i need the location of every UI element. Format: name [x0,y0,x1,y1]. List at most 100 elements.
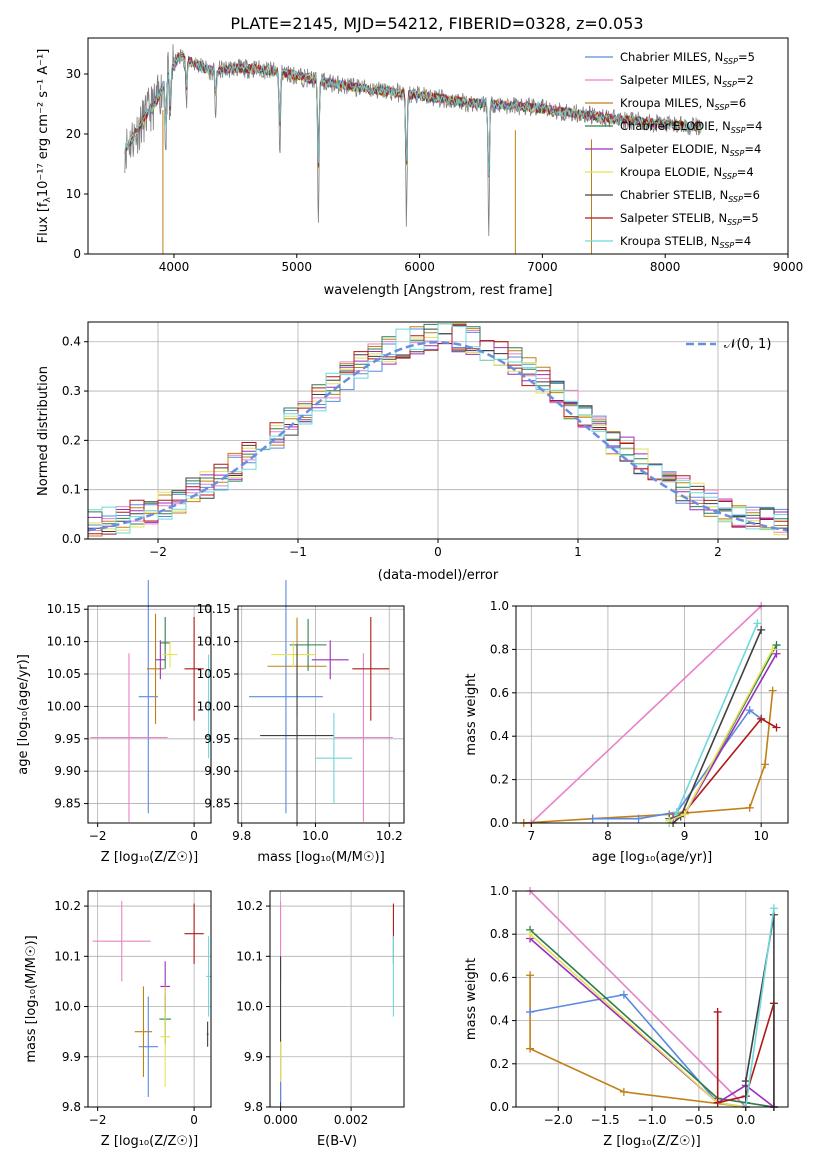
y-tick-label: 0.3 [62,384,81,398]
legend-entry: Salpeter ELODIE, NSSP=4 [620,142,761,158]
age-vs-metallicity-panel: −2 0 9.85 9.90 9.95 10.00 10.05 10.10 10.15 Z [lo… [16,580,212,865]
spectrum-ticks: 4000 5000 6000 7000 8000 9000 0 10 20 30 [66,67,804,274]
spectrum-legend: Chabrier MILES, NSSP=5 Salpeter MILES, NS… [585,50,762,250]
y-tick-label: 0.2 [490,773,509,787]
spectrum-ylabel: Flux [fλ10⁻¹⁷ erg cm⁻² s⁻¹ A⁻¹] [36,49,53,244]
y-tick-label: 10.10 [197,635,231,649]
residual-histogram [88,324,788,535]
mass-weight-marker [769,904,778,913]
x-tick-label: −2 [149,545,167,559]
y-tick-label: 9.9 [244,1050,263,1064]
y-tick-label: 0.2 [490,1057,509,1071]
y-tick-label: 9.90 [204,764,231,778]
spectrum-lines [124,44,703,254]
legend-entry: Salpeter STELIB, NSSP=5 [620,211,759,227]
observed-spectrum [124,44,703,237]
residual-ylabel: Normed distribution [36,366,51,496]
x-tick-label: 9.8 [232,829,251,843]
y-tick-label: 10 [66,187,81,201]
y-axis-label: mass [log₁₀(M/M☉)] [24,935,39,1062]
mass-weight-line [529,929,775,1108]
y-tick-label: 0.4 [490,1014,509,1028]
spectrum-xlabel: wavelength [Angstrom, rest frame] [324,283,553,298]
x-tick-label: −1 [289,545,307,559]
mass-weight-vs-age-panel: 7 8 9 10 0.0 0.2 0.4 0.6 0.8 1.0 age [log₁₀(age/yr… [464,599,789,865]
y-tick-label: 10.15 [47,602,81,616]
y-tick-label: 0.8 [490,642,509,656]
y-tick-label: 9.8 [62,1100,81,1114]
x-tick-label: −1.5 [591,1113,620,1127]
axes-frame [87,605,212,824]
y-tick-label: 0.0 [490,816,509,830]
x-tick-label: 8 [604,829,612,843]
y-tick-label: 9.85 [204,797,231,811]
y-axis-label: mass weight [464,673,479,755]
legend-entry: Chabrier ELODIE, NSSP=4 [620,119,762,135]
y-tick-label: 10.1 [54,949,81,963]
mass-weight-line [529,890,747,1108]
y-axis-label: mass weight [464,958,479,1040]
y-tick-label: 9.8 [244,1100,263,1114]
legend-entry: Kroupa ELODIE, NSSP=4 [620,165,754,181]
y-tick-label: 10.2 [54,899,81,913]
x-tick-label: 2 [714,545,722,559]
residual-xlabel: (data-model)/error [378,568,499,583]
model-spectrum [124,52,702,177]
y-tick-label: 0.8 [490,927,509,941]
x-tick-label: −1.0 [637,1113,666,1127]
y-tick-label: 10.00 [197,699,231,713]
x-axis-label: E(B-V) [317,1134,357,1149]
mass-weight-marker [526,930,535,939]
y-tick-label: 0.4 [490,729,509,743]
mass-weight-line [529,975,746,1108]
x-tick-label: 4000 [159,260,190,274]
mass-weight-marker [757,625,766,634]
residual-ticks: −2 −1 0 1 2 0.0 0.1 0.2 0.3 0.4 [62,335,722,559]
axes-frame [237,605,405,824]
y-tick-label: 10.00 [47,699,81,713]
model-spectrum [124,54,702,176]
x-axis-label: Z [log₁₀(Z/Z☉)] [101,1134,198,1149]
y-tick-label: 0 [73,247,81,261]
x-axis-label: mass [log₁₀(M/M☉)] [257,850,384,865]
y-tick-label: 10.2 [236,899,263,913]
mass-weight-marker [526,1007,535,1016]
mass-vs-ebv-panel: 0.000 0.002 9.8 9.9 10.0 10.1 10.2 E(B-V) [236,890,405,1149]
mass-vs-metallicity-panel: −2 0 9.8 9.9 10.0 10.1 10.2 Z [log₁₀(Z/Z☉)] mass… [24,890,212,1149]
legend-entry: Chabrier STELIB, NSSP=6 [620,188,760,204]
y-tick-label: 1.0 [490,599,509,613]
axes-frame [269,890,405,1108]
x-tick-label: 5000 [281,260,312,274]
x-tick-label: 1 [574,545,582,559]
x-tick-label: 10.0 [302,829,329,843]
legend-entry: Salpeter MILES, NSSP=2 [620,73,754,89]
spectrum-axes-frame [87,37,789,255]
mass-weight-marker [761,760,770,769]
mass-weight-line [529,993,746,1108]
mass-weight-marker [772,641,781,650]
y-tick-label: 20 [66,127,81,141]
mass-weight-marker [768,686,777,695]
mass-weight-line [592,709,762,820]
x-tick-label: 0.0 [736,1113,755,1127]
x-tick-label: 9 [681,829,689,843]
x-tick-label: 0 [190,829,198,843]
mass-weight-marker [619,1087,628,1096]
gaussian-legend-label: 𝒩(0, 1) [724,337,771,352]
mass-weight-marker [526,1044,535,1053]
x-axis-label: Z [log₁₀(Z/Z☉)] [101,850,198,865]
mass-weight-marker [745,706,754,715]
y-tick-label: 9.95 [54,732,81,746]
y-tick-label: 10.05 [47,667,81,681]
y-tick-label: 0.6 [490,686,509,700]
mass-weight-marker [619,990,628,999]
mass-weight-marker [526,971,535,980]
y-tick-label: 0.2 [62,433,81,447]
x-tick-label: −2.0 [544,1113,573,1127]
mass-weight-marker [768,645,777,654]
age-vs-mass-panel: 9.8 10.0 10.2 9.85 9.90 9.95 10.00 10.05 10.10 10… [197,580,405,865]
mass-weight-marker [680,810,689,819]
y-tick-label: 10.10 [47,635,81,649]
residual-panel: −2 −1 0 1 2 0.0 0.1 0.2 0.3 0.4 (data-model)/erro… [36,321,789,583]
